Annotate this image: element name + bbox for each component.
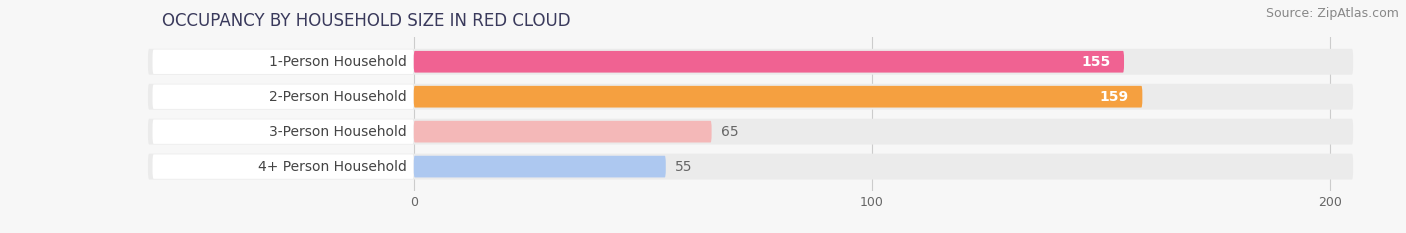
Text: 1-Person Household: 1-Person Household: [269, 55, 406, 69]
FancyBboxPatch shape: [152, 50, 413, 74]
FancyBboxPatch shape: [148, 154, 1353, 179]
FancyBboxPatch shape: [152, 154, 413, 179]
Text: 3-Person Household: 3-Person Household: [269, 125, 406, 139]
Text: Source: ZipAtlas.com: Source: ZipAtlas.com: [1265, 7, 1399, 20]
FancyBboxPatch shape: [413, 156, 666, 178]
FancyBboxPatch shape: [148, 119, 1353, 144]
FancyBboxPatch shape: [413, 121, 711, 142]
Text: 65: 65: [721, 125, 738, 139]
Text: OCCUPANCY BY HOUSEHOLD SIZE IN RED CLOUD: OCCUPANCY BY HOUSEHOLD SIZE IN RED CLOUD: [162, 12, 571, 30]
Text: 4+ Person Household: 4+ Person Household: [257, 160, 406, 174]
FancyBboxPatch shape: [413, 51, 1123, 73]
Text: 2-Person Household: 2-Person Household: [269, 90, 406, 104]
FancyBboxPatch shape: [148, 49, 1353, 75]
FancyBboxPatch shape: [148, 84, 1353, 110]
Text: 55: 55: [675, 160, 692, 174]
FancyBboxPatch shape: [152, 85, 413, 109]
FancyBboxPatch shape: [152, 119, 413, 144]
Text: 155: 155: [1081, 55, 1111, 69]
Text: 159: 159: [1099, 90, 1129, 104]
FancyBboxPatch shape: [413, 86, 1142, 108]
